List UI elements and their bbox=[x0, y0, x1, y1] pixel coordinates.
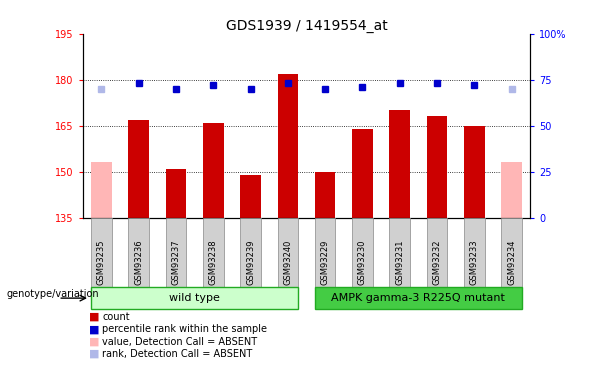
Text: rank, Detection Call = ABSENT: rank, Detection Call = ABSENT bbox=[102, 349, 253, 359]
Text: AMPK gamma-3 R225Q mutant: AMPK gamma-3 R225Q mutant bbox=[332, 293, 505, 303]
Text: GSM93239: GSM93239 bbox=[246, 240, 255, 285]
Text: count: count bbox=[102, 312, 130, 322]
Bar bbox=[240, 175, 261, 217]
Text: wild type: wild type bbox=[169, 293, 220, 303]
Text: GSM93229: GSM93229 bbox=[321, 240, 330, 285]
Text: value, Detection Call = ABSENT: value, Detection Call = ABSENT bbox=[102, 337, 257, 346]
Bar bbox=[464, 126, 484, 218]
Text: genotype/variation: genotype/variation bbox=[6, 290, 99, 299]
Text: ■: ■ bbox=[89, 324, 99, 334]
Title: GDS1939 / 1419554_at: GDS1939 / 1419554_at bbox=[226, 19, 387, 33]
Text: GSM93237: GSM93237 bbox=[172, 239, 180, 285]
Text: GSM93232: GSM93232 bbox=[433, 240, 441, 285]
Bar bbox=[278, 74, 298, 217]
Bar bbox=[166, 168, 186, 217]
Bar bbox=[203, 123, 224, 218]
Bar bbox=[91, 162, 112, 218]
Text: percentile rank within the sample: percentile rank within the sample bbox=[102, 324, 267, 334]
Bar bbox=[501, 162, 522, 218]
Text: GSM93231: GSM93231 bbox=[395, 240, 404, 285]
Bar bbox=[427, 116, 447, 218]
Bar bbox=[129, 120, 149, 218]
Text: ■: ■ bbox=[89, 337, 99, 346]
Text: ■: ■ bbox=[89, 349, 99, 359]
Text: GSM93230: GSM93230 bbox=[358, 240, 367, 285]
Text: GSM93238: GSM93238 bbox=[209, 239, 218, 285]
Text: GSM93234: GSM93234 bbox=[507, 240, 516, 285]
Bar bbox=[389, 110, 410, 218]
Text: GSM93233: GSM93233 bbox=[470, 239, 479, 285]
Text: GSM93235: GSM93235 bbox=[97, 240, 106, 285]
Bar bbox=[352, 129, 373, 217]
Text: GSM93236: GSM93236 bbox=[134, 239, 143, 285]
Text: GSM93240: GSM93240 bbox=[283, 240, 292, 285]
Bar bbox=[315, 172, 335, 217]
Text: ■: ■ bbox=[89, 312, 99, 322]
